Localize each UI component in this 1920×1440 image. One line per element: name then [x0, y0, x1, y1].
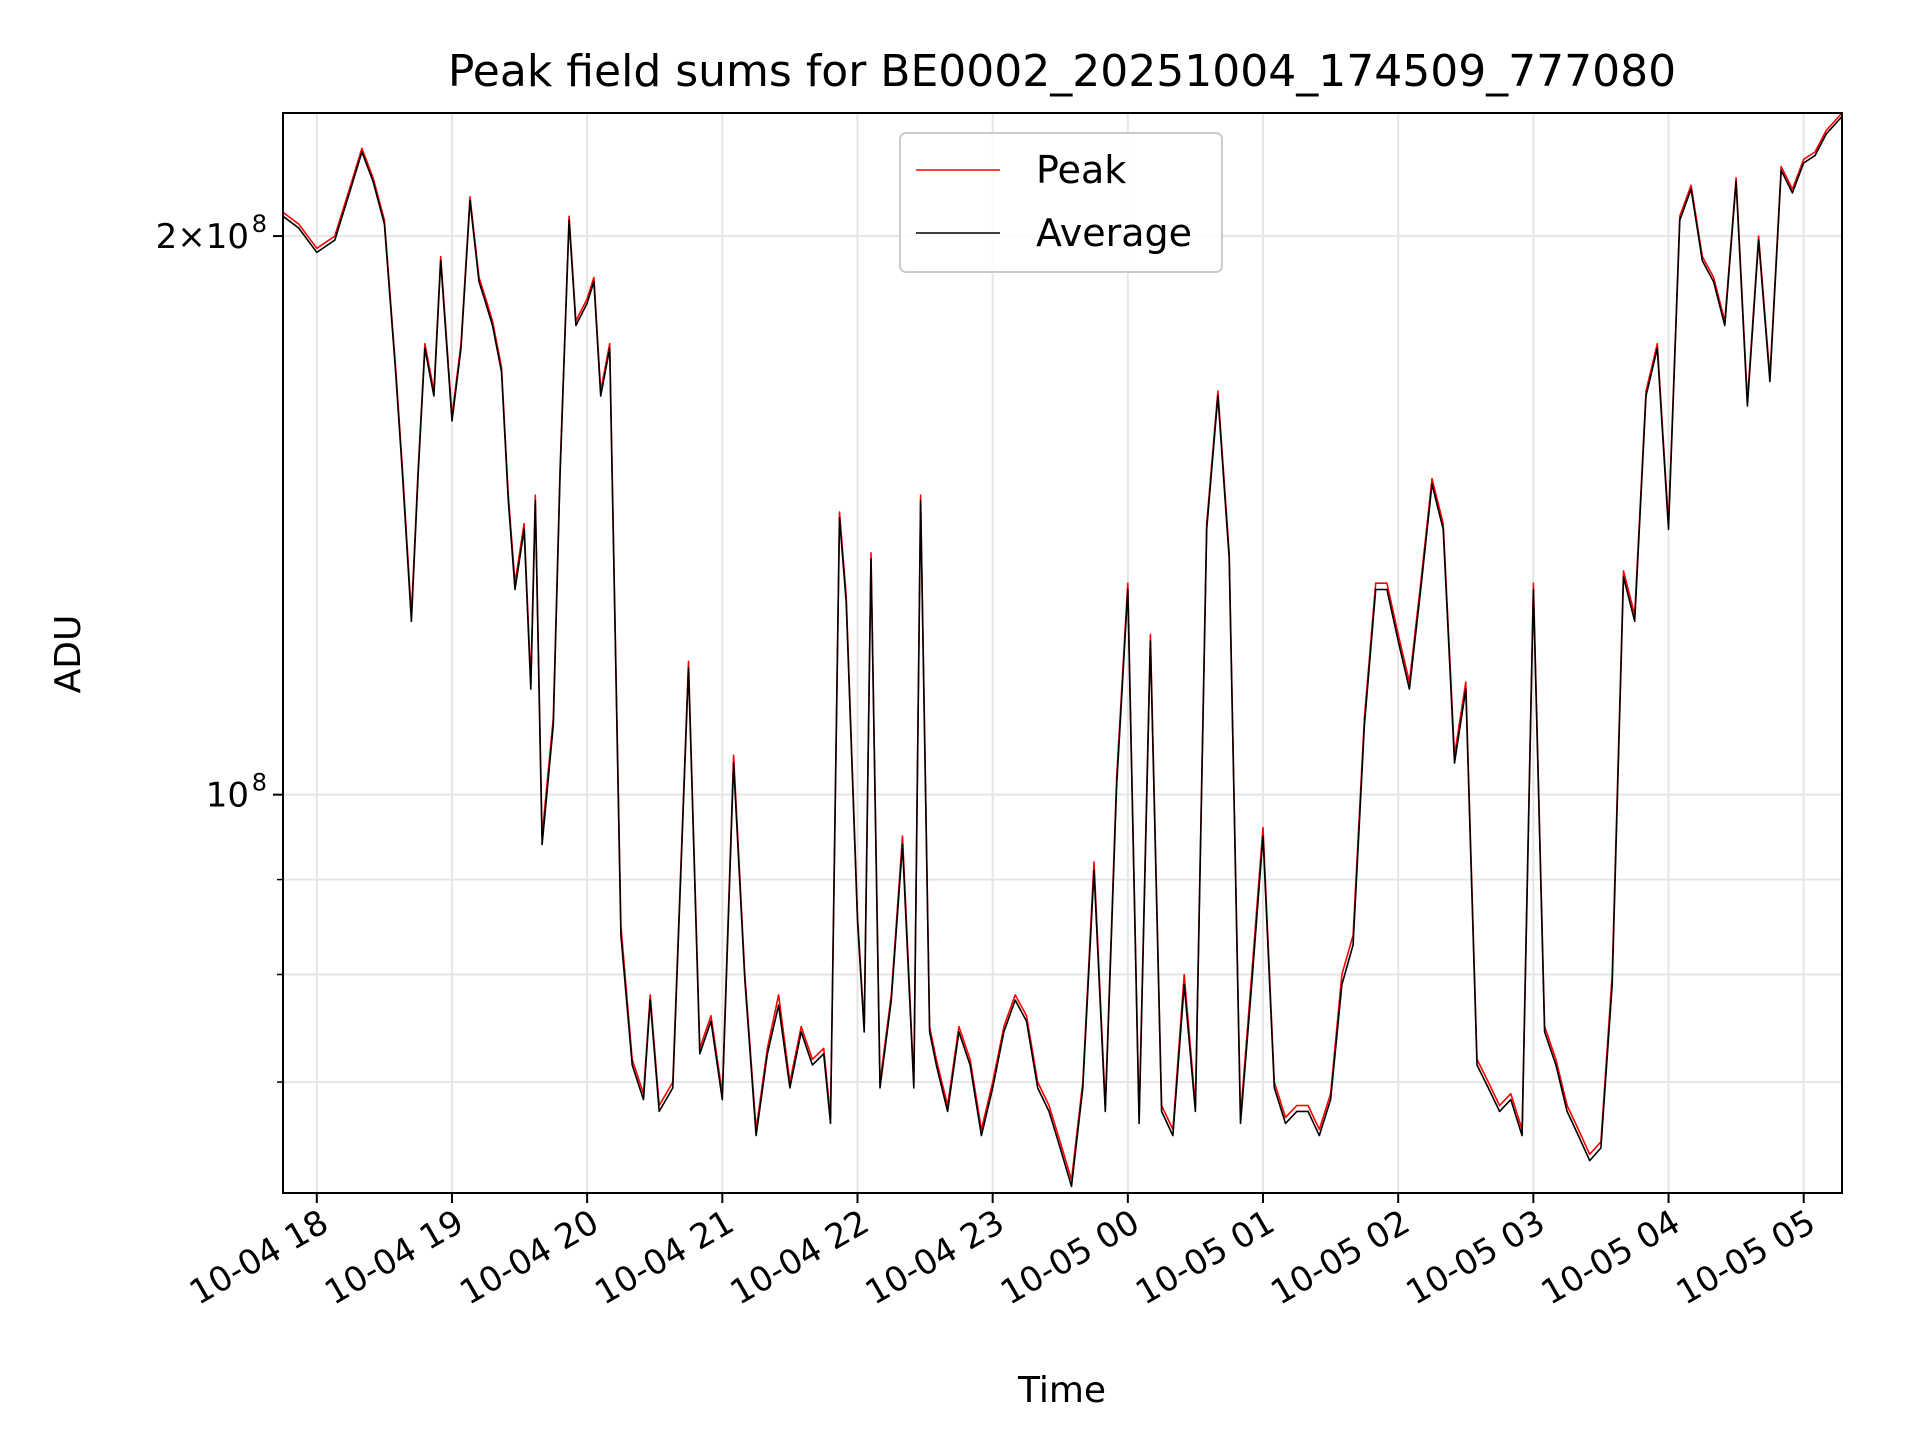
- legend-peak-label: Peak: [1036, 148, 1126, 192]
- legend-average-label: Average: [1036, 211, 1192, 255]
- legend-box: [899, 132, 1223, 273]
- series-layer: [282, 112, 1843, 1188]
- y-tick-exponent: 8: [252, 210, 267, 238]
- y-tick-label: 10: [206, 776, 249, 816]
- legend: Peak Average: [899, 132, 1223, 273]
- plot-frame: [282, 112, 1843, 1194]
- y-tick-label: 2×10: [156, 217, 249, 257]
- series-average-line: [282, 115, 1843, 1188]
- chart-title: Peak field sums for BE0002_20251004_1745…: [448, 46, 1676, 97]
- x-axis-label: Time: [1017, 1370, 1106, 1411]
- y-axis: 2×10 810 8: [156, 210, 283, 1083]
- grid: [283, 113, 1842, 1193]
- y-tick-exponent: 8: [252, 769, 267, 797]
- y-axis-label: ADU: [48, 615, 89, 694]
